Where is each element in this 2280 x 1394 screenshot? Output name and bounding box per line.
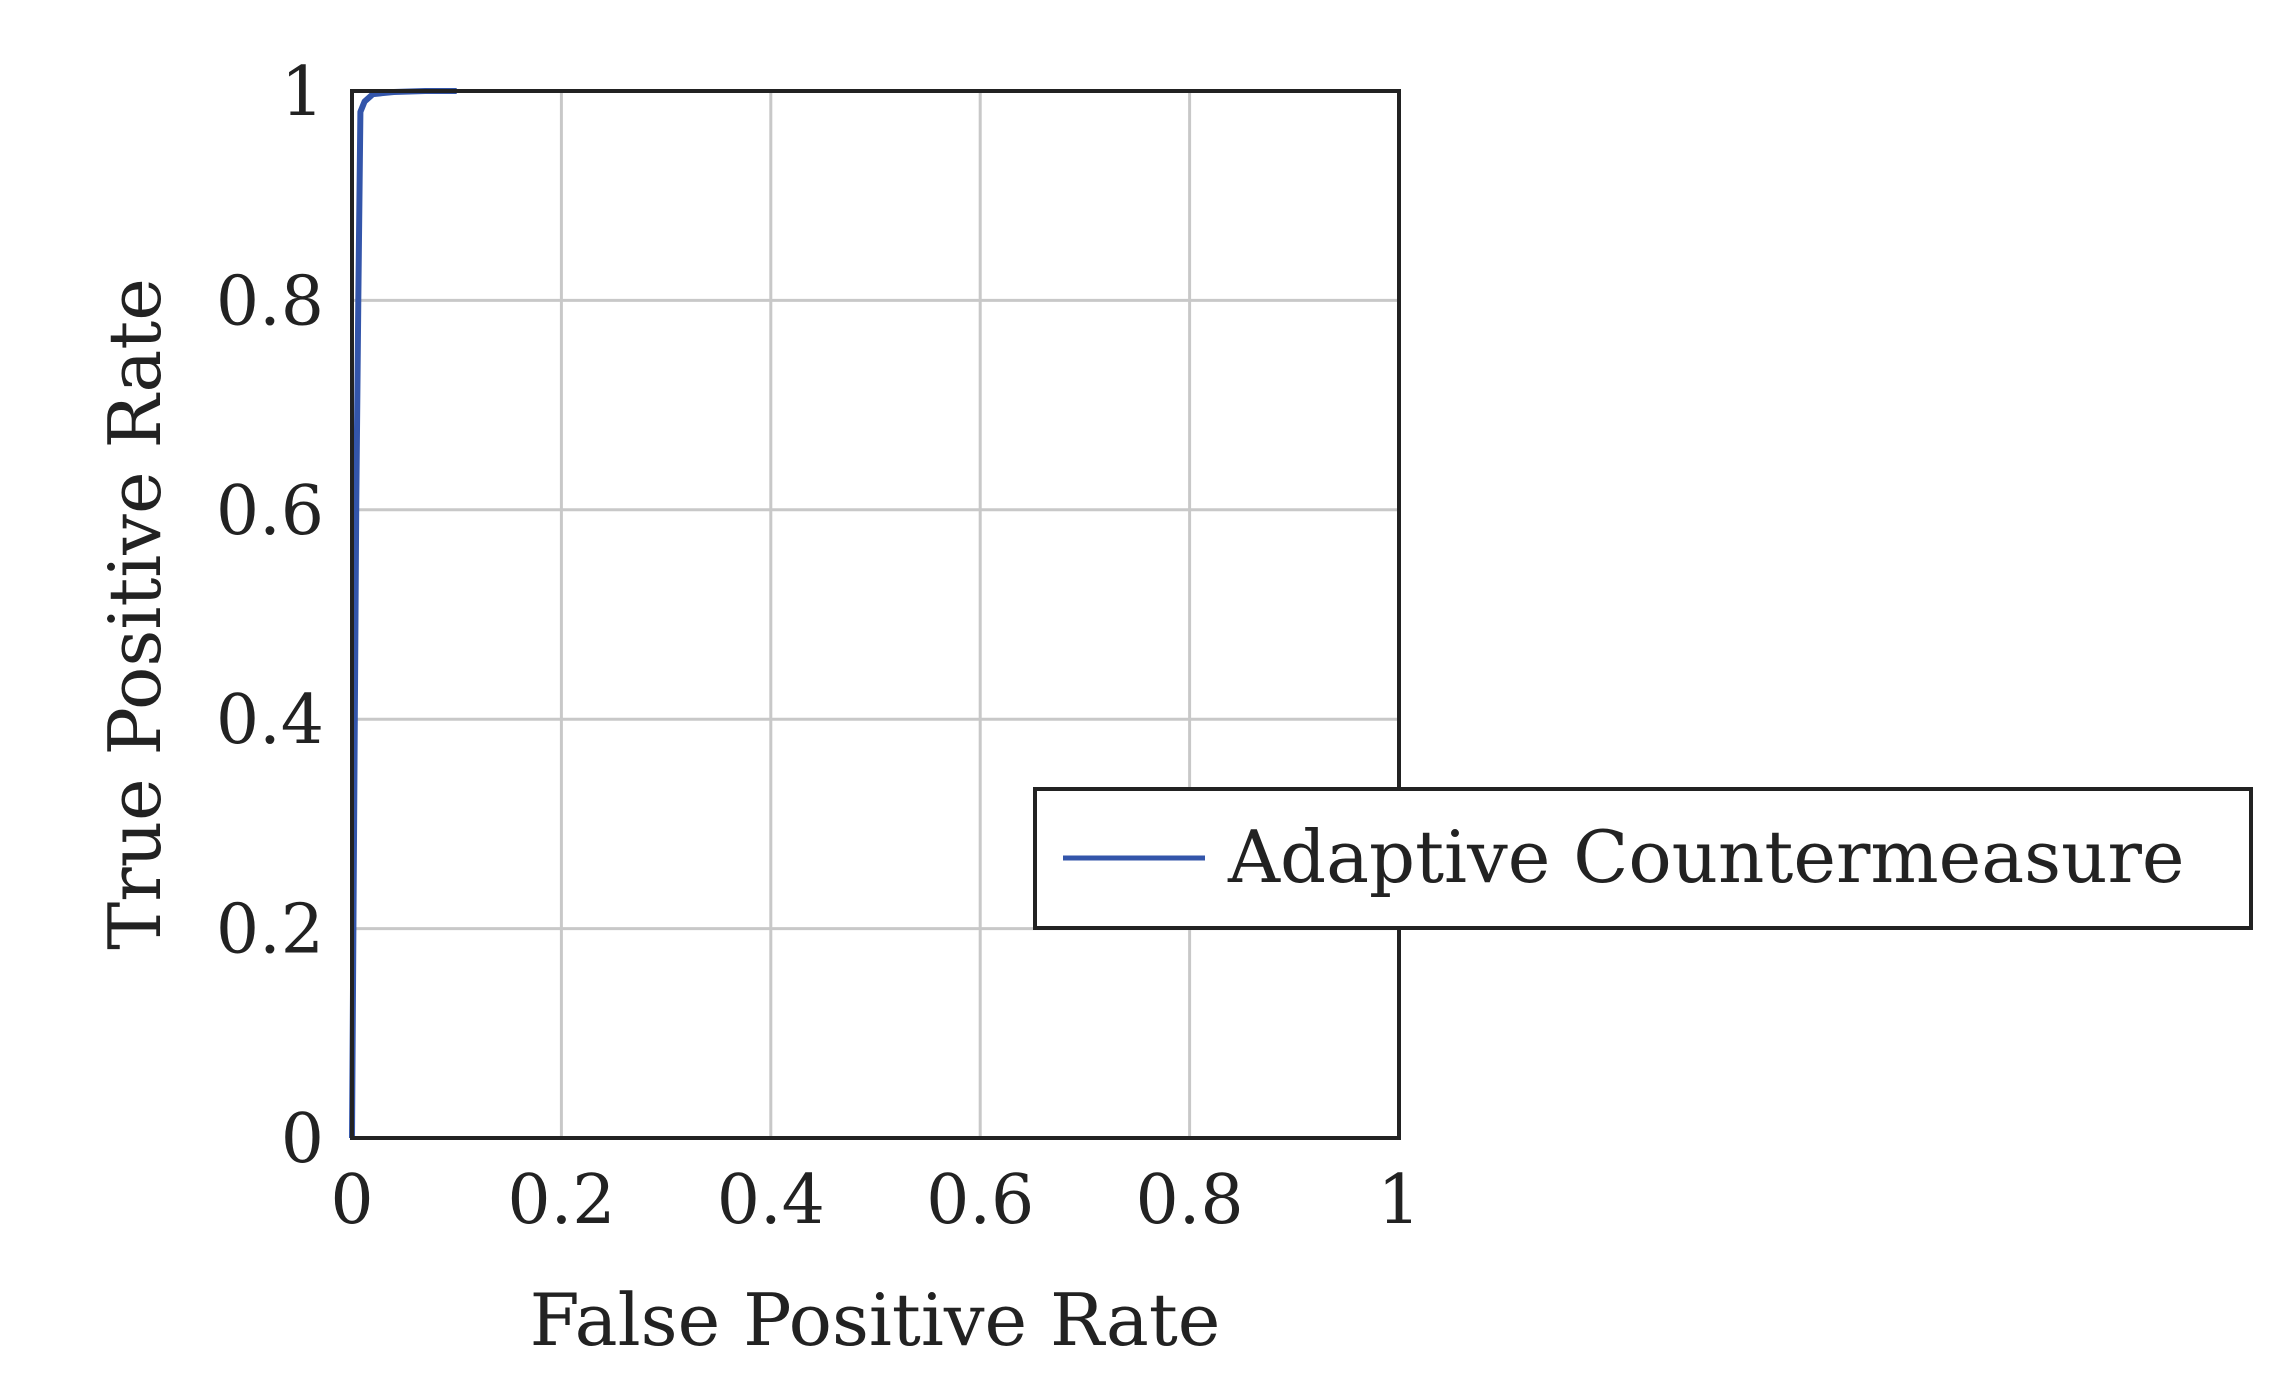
grid-lines xyxy=(352,91,1399,1138)
legend-entry-label: Adaptive Countermeasure xyxy=(1227,815,2185,899)
x-tick-label: 0.2 xyxy=(507,1161,615,1240)
x-tick-label: 1 xyxy=(1377,1161,1420,1240)
series-lines xyxy=(349,88,457,1139)
y-tick-label: 0 xyxy=(281,1100,324,1179)
y-tick-label: 0.6 xyxy=(216,472,324,551)
y-tick-labels: 0 0.2 0.4 0.6 0.8 1 xyxy=(216,53,324,1179)
legend: Adaptive Countermeasure xyxy=(1033,787,2253,930)
x-tick-label: 0.8 xyxy=(1136,1161,1244,1240)
x-tick-label: 0 xyxy=(330,1161,373,1240)
plot-frame xyxy=(350,89,1401,1140)
y-axis-label: True Positive Rate xyxy=(93,278,177,950)
series-line-0 xyxy=(349,88,457,1139)
x-tick-label: 0.4 xyxy=(717,1161,825,1240)
y-tick-label: 1 xyxy=(281,53,324,132)
x-tick-labels: 0 0.2 0.4 0.6 0.8 1 xyxy=(330,1161,1420,1240)
x-axis-label: False Positive Rate xyxy=(530,1278,1221,1362)
y-tick-label: 0.4 xyxy=(216,681,324,760)
y-tick-label: 0.2 xyxy=(216,891,324,970)
legend-box xyxy=(1033,787,2253,930)
y-tick-label: 0.8 xyxy=(216,262,324,341)
x-tick-label: 0.6 xyxy=(926,1161,1034,1240)
